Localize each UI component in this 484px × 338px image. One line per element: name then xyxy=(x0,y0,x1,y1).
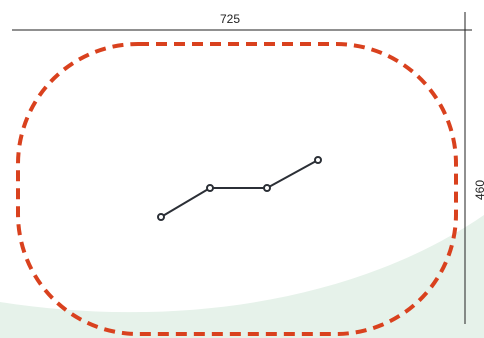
path-polyline xyxy=(160,159,319,218)
path-vertex-2[interactable] xyxy=(206,184,214,192)
path-vertex-3[interactable] xyxy=(263,184,271,192)
height-dimension-label: 460 xyxy=(473,180,484,200)
path-vertex-1[interactable] xyxy=(157,213,165,221)
background-wash xyxy=(0,215,484,338)
width-dimension-label: 725 xyxy=(220,12,240,26)
path-vertex-4[interactable] xyxy=(314,156,322,164)
dashed-boundary xyxy=(16,42,458,336)
